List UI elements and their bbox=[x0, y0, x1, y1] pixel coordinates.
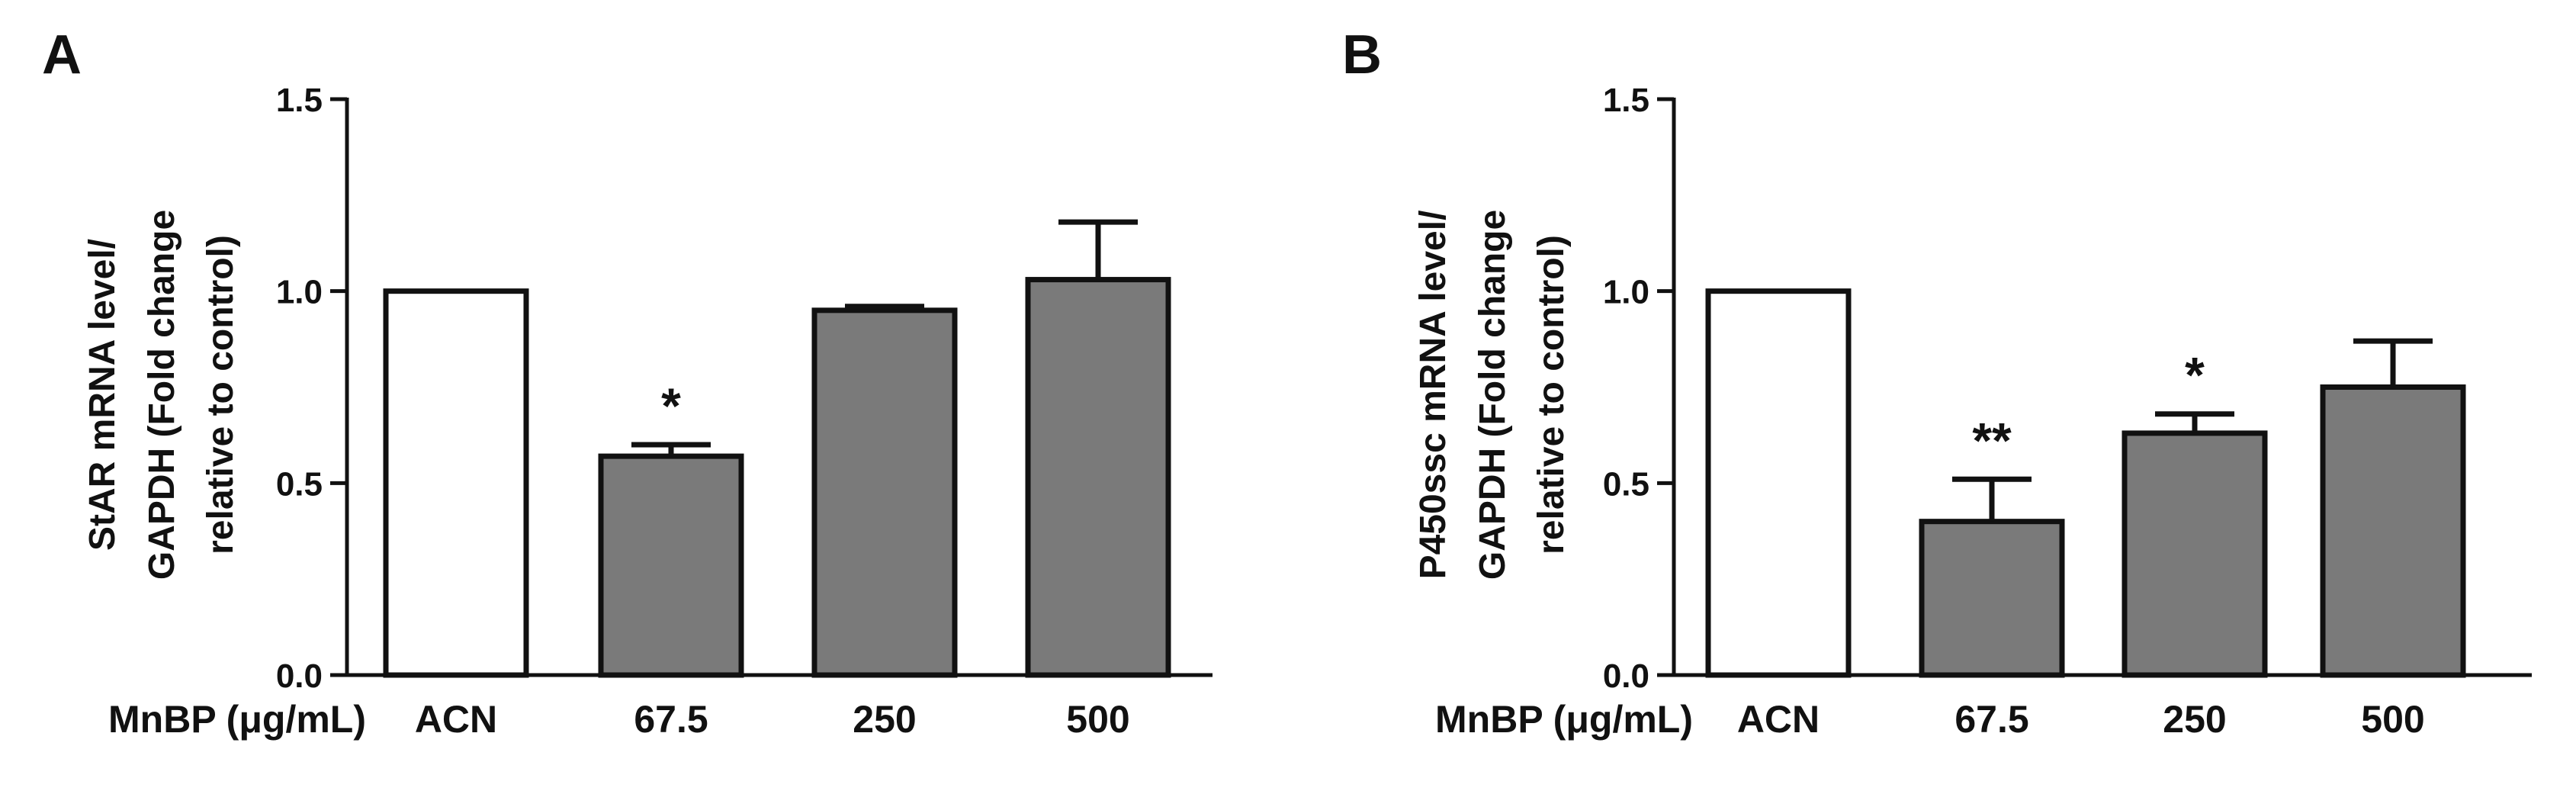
panel-b-x-categories: ACN 67.5 250 500 bbox=[1737, 698, 2425, 741]
panel-a-bars bbox=[383, 219, 1171, 678]
panel-b-ylabel-line-3: relative to control) bbox=[1531, 235, 1572, 555]
panel-a-bar-1 bbox=[383, 288, 529, 678]
panel-b-bars bbox=[1705, 288, 2466, 678]
panel-a-ytick-label: 0.0 bbox=[276, 658, 323, 695]
panel-a-bar-2 bbox=[598, 453, 744, 678]
panel-a-ylabel-line-1: StAR mRNA level/ bbox=[82, 239, 123, 551]
panel-a-y-ticks: 0.0 0.5 1.0 1.5 bbox=[276, 82, 323, 695]
panel-b-xlabel: MnBP (μg/mL) bbox=[1435, 698, 1693, 741]
panel-a-ytick-label: 1.0 bbox=[276, 274, 323, 311]
panel-b-label: B bbox=[1342, 24, 1382, 85]
panel-b-bar-1 bbox=[1705, 288, 1852, 678]
panel-b: B P450ssc mRNA level/ GAPDH (Fold change… bbox=[1342, 24, 2466, 741]
panel-b-annotations: ** * bbox=[1972, 347, 2205, 469]
panel-b-y-ticks: 0.0 0.5 1.0 1.5 bbox=[1603, 82, 1649, 695]
panel-a-ytick-label: 0.5 bbox=[276, 465, 323, 503]
panel-b-ytick-label: 0.5 bbox=[1603, 465, 1649, 503]
panel-b-significance-mark: * bbox=[2185, 347, 2205, 404]
panel-a-ylabel-line-2: GAPDH (Fold change bbox=[142, 210, 182, 580]
panel-b-bar-3 bbox=[2122, 430, 2268, 678]
panel-b-bar-2 bbox=[1919, 519, 2065, 678]
panel-a-category-label: 67.5 bbox=[634, 698, 708, 741]
panel-b-ytick-label: 1.5 bbox=[1603, 82, 1649, 119]
panel-a-label: A bbox=[42, 24, 82, 85]
panel-b-ylabel-line-1: P450ssc mRNA level/ bbox=[1413, 211, 1453, 580]
panel-a-xlabel: MnBP (μg/mL) bbox=[108, 698, 366, 741]
panel-b-significance-mark: ** bbox=[1972, 412, 2012, 468]
panel-a-x-categories: ACN 67.5 250 500 bbox=[415, 698, 1130, 741]
panel-a-category-label: 500 bbox=[1066, 698, 1129, 741]
panel-b-category-label: 500 bbox=[2361, 698, 2424, 741]
panel-a-bar-3 bbox=[811, 307, 958, 678]
panel-a-significance-mark: * bbox=[661, 378, 681, 434]
panel-b-category-label: 67.5 bbox=[1954, 698, 2028, 741]
panel-a-category-label: ACN bbox=[415, 698, 497, 741]
panel-a: A StAR mRNA level/ GAPDH (Fold change re… bbox=[42, 24, 1171, 741]
panel-b-bar-4 bbox=[2320, 384, 2466, 678]
panel-b-category-label: 250 bbox=[2163, 698, 2226, 741]
panel-b-ytick-label: 1.0 bbox=[1603, 274, 1649, 311]
panel-b-ylabel-line-2: GAPDH (Fold change bbox=[1473, 210, 1513, 580]
panel-a-bar-4 bbox=[1025, 277, 1171, 678]
panel-a-ylabel-line-3: relative to control) bbox=[201, 235, 241, 555]
panel-a-ytick-label: 1.5 bbox=[276, 82, 323, 119]
panel-b-ytick-label: 0.0 bbox=[1603, 658, 1649, 695]
panel-a-annotations: * bbox=[661, 378, 681, 434]
panel-a-category-label: 250 bbox=[853, 698, 916, 741]
panel-b-category-label: ACN bbox=[1737, 698, 1820, 741]
